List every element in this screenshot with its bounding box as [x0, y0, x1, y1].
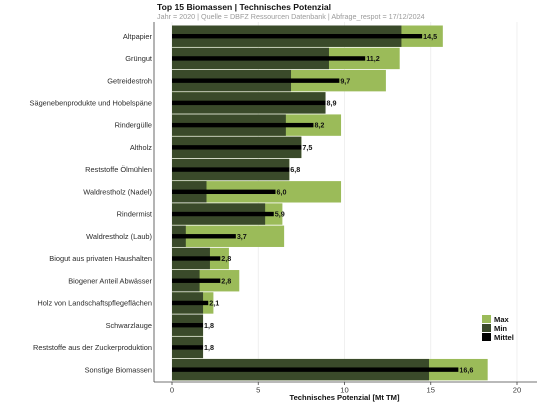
chart-subtitle: Jahr = 2020 | Quelle = DBFZ Ressourcen D…: [157, 12, 425, 21]
legend-swatch: [482, 315, 491, 323]
legend-label: Min: [494, 324, 507, 333]
data-label: 16,6: [459, 365, 473, 374]
data-label: 6,0: [277, 187, 287, 196]
legend-label: Max: [494, 315, 510, 324]
category-label: Holz von Landschaftspflegeflächen: [37, 299, 152, 308]
bar-mittel: [172, 345, 204, 350]
category-labels: Altpapier Grüngut Getreidestroh Sägenebenpr…: [30, 32, 153, 374]
bar-mittel: [172, 256, 221, 261]
bar-mittel: [172, 100, 326, 106]
bar-mittel: [172, 167, 290, 172]
category-label: Grüngut: [125, 54, 152, 63]
category-label: Altpapier: [123, 32, 153, 41]
data-label: 8,2: [314, 121, 324, 130]
data-label: 5,9: [275, 210, 285, 219]
bar-mittel: [172, 145, 302, 150]
data-label: 2,8: [221, 276, 231, 285]
bar-mittel: [172, 234, 236, 239]
category-label: Sonstige Biomassen: [85, 365, 152, 374]
x-tick-label: 5: [256, 386, 260, 395]
category-label: Waldrestholz (Laub): [86, 232, 152, 241]
chart-title: Top 15 Biomassen | Technisches Potenzial: [157, 2, 332, 12]
category-label: Sägenebenprodukte und Hobelspäne: [30, 98, 152, 107]
category-label: Biogut aus privaten Haushalten: [49, 254, 152, 263]
bars: 14,5 11,2 9,7 8,9 8,2 7,5 6,8 6,0 5,9 3,7 2,8 2,8 2,…: [172, 25, 488, 381]
category-label: Schwarzlauge: [106, 321, 152, 330]
category-label: Waldrestholz (Nadel): [83, 187, 152, 196]
bar-mittel: [172, 278, 221, 283]
legend-swatch: [482, 324, 491, 332]
category-label: Rindermist: [117, 210, 152, 219]
data-label: 2,1: [209, 299, 219, 308]
data-label: 1,8: [204, 343, 214, 352]
bar-mittel: [172, 78, 340, 83]
data-label: 7,5: [302, 143, 312, 152]
x-axis: 0 5 10 15 20 Technisches Potenzial [Mt TM]: [153, 22, 537, 402]
bar-mittel: [172, 322, 204, 328]
category-label: Biogener Anteil Abwässer: [68, 276, 152, 285]
x-tick-label: 15: [427, 386, 435, 395]
x-tick-label: 0: [170, 386, 174, 395]
x-tick-label: 20: [513, 386, 521, 395]
legend-swatch: [482, 333, 491, 341]
bar-mittel: [172, 367, 459, 372]
legend-label: Mittel: [494, 333, 514, 342]
data-label: 1,8: [204, 321, 214, 330]
bar-mittel: [172, 300, 209, 306]
category-label: Reststoffe Ölmühlen: [85, 165, 152, 174]
category-label: Rindergülle: [115, 121, 152, 130]
category-label: Reststoffe aus der Zuckerproduktion: [33, 343, 152, 352]
x-tick-label: 10: [340, 386, 348, 395]
x-axis-title: Technisches Potenzial [Mt TM]: [290, 393, 400, 402]
bar-mittel: [172, 189, 276, 195]
data-label: 8,9: [327, 98, 337, 107]
bar-mittel: [172, 34, 423, 39]
data-label: 14,5: [423, 32, 437, 41]
data-label: 2,8: [221, 254, 231, 263]
bar-mittel: [172, 211, 274, 217]
bar-mittel: [172, 122, 314, 128]
data-label: 11,2: [366, 54, 380, 63]
bar-mittel: [172, 56, 366, 61]
data-label: 9,7: [340, 76, 350, 85]
category-label: Altholz: [130, 143, 152, 152]
category-label: Getreidestroh: [107, 76, 152, 85]
data-label: 3,7: [237, 232, 247, 241]
data-label: 6,8: [290, 165, 300, 174]
